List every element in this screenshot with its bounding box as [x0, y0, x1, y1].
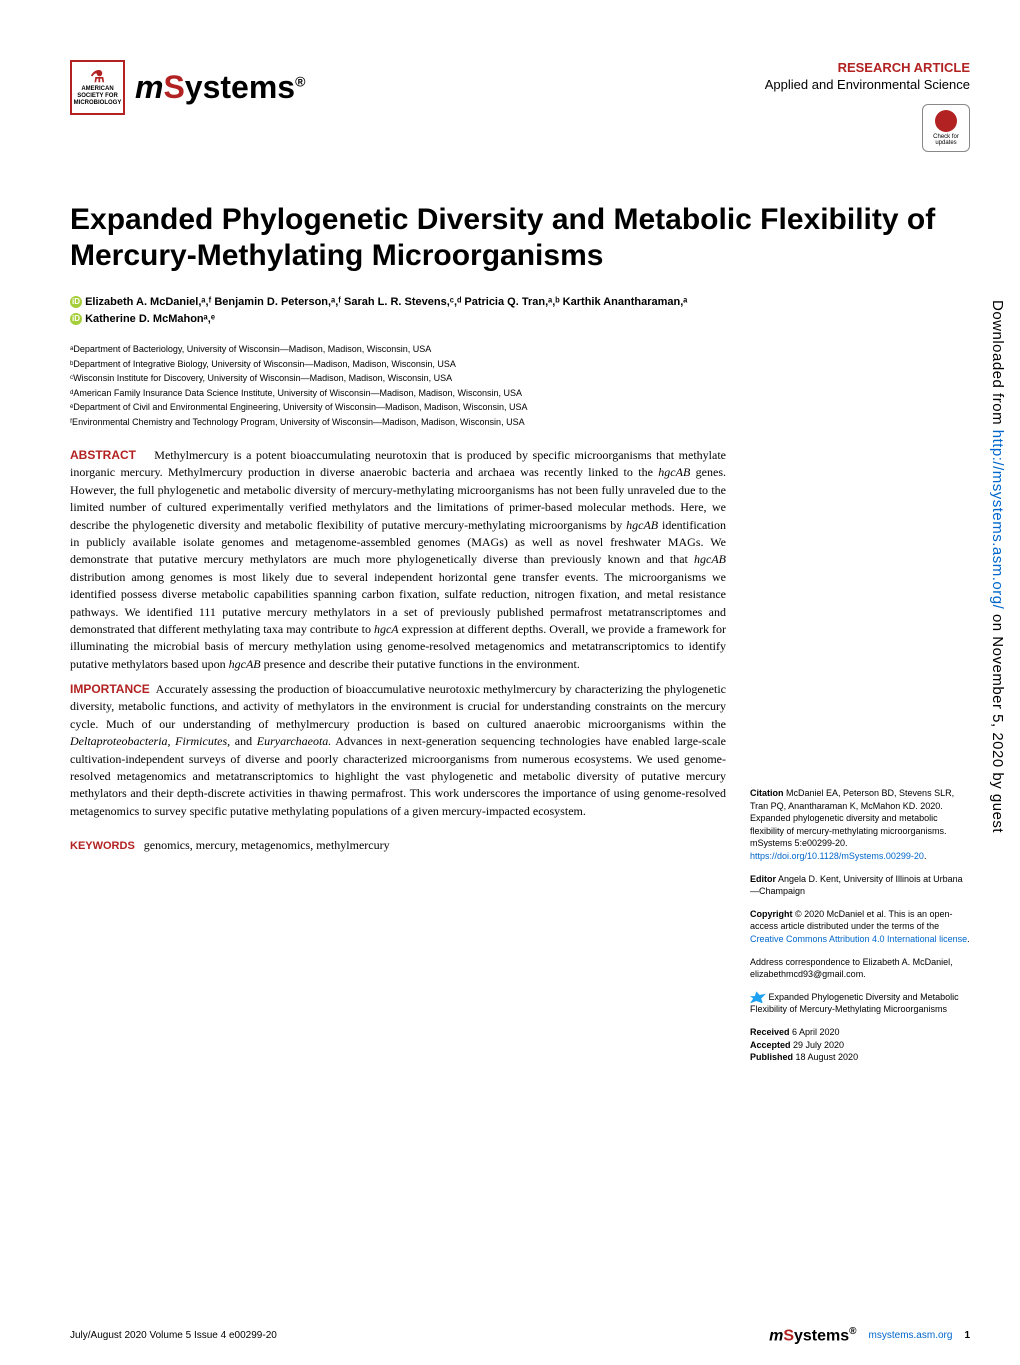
- flask-icon: ⚗: [90, 69, 104, 87]
- watermark-suffix: on November 5, 2020 by guest: [989, 609, 1006, 833]
- main-columns: ABSTRACT Methylmercury is a potent bioac…: [70, 447, 970, 1074]
- citation-doi-link[interactable]: https://doi.org/10.1128/mSystems.00299-2…: [750, 851, 924, 861]
- received-date: 6 April 2020: [790, 1027, 840, 1037]
- journal-logo: mSystems®: [135, 69, 305, 106]
- article-title: Expanded Phylogenetic Diversity and Meta…: [70, 202, 970, 274]
- importance-and: and: [235, 734, 257, 748]
- logo-block: ⚗ AMERICAN SOCIETY FOR MICROBIOLOGY mSys…: [70, 60, 305, 115]
- check-updates-badge[interactable]: Check for updates: [922, 104, 970, 152]
- footer: July/August 2020 Volume 5 Issue 4 e00299…: [70, 1326, 970, 1345]
- footer-logo: mSystems®: [769, 1326, 856, 1345]
- orcid-icon[interactable]: iD: [70, 313, 82, 325]
- abstract-label: ABSTRACT: [70, 448, 136, 462]
- check-updates-text: Check for updates: [923, 134, 969, 146]
- watermark-prefix: Downloaded from: [989, 300, 1006, 430]
- received-label: Received: [750, 1027, 790, 1037]
- copyright-block: Copyright © 2020 McDaniel et al. This is…: [750, 908, 970, 946]
- published-label: Published: [750, 1052, 793, 1062]
- affiliation-e: ᵉDepartment of Civil and Environmental E…: [70, 401, 970, 415]
- article-category: Applied and Environmental Science: [765, 77, 970, 92]
- taxa-2: Euryarchaeota.: [257, 734, 332, 748]
- editor-label: Editor: [750, 874, 776, 884]
- tweet-text: Expanded Phylogenetic Diversity and Meta…: [750, 992, 959, 1015]
- gene-hgcab-2: hgcAB: [626, 518, 658, 532]
- article-type: RESEARCH ARTICLE: [765, 60, 970, 75]
- accepted-label: Accepted: [750, 1040, 791, 1050]
- asm-text-3: MICROBIOLOGY: [74, 100, 122, 107]
- footer-right: mSystems® msystems.asm.org 1: [769, 1326, 970, 1345]
- importance-paragraph: IMPORTANCE Accurately assessing the prod…: [70, 681, 726, 820]
- abstract-text-a: Methylmercury is a potent bioaccumulatin…: [70, 448, 726, 479]
- footer-page: 1: [964, 1330, 970, 1341]
- accepted-date: 29 July 2020: [791, 1040, 845, 1050]
- dates-block: Received 6 April 2020 Accepted 29 July 2…: [750, 1026, 970, 1064]
- gene-hgcab-3: hgcAB: [694, 552, 726, 566]
- affiliation-a: ᵃDepartment of Bacteriology, University …: [70, 343, 970, 357]
- importance-text-a: Accurately assessing the production of b…: [70, 682, 726, 731]
- footer-issue: July/August 2020 Volume 5 Issue 4 e00299…: [70, 1330, 277, 1341]
- affiliation-d: ᵈAmerican Family Insurance Data Science …: [70, 387, 970, 401]
- abstract-paragraph: ABSTRACT Methylmercury is a potent bioac…: [70, 447, 726, 673]
- header: ⚗ AMERICAN SOCIETY FOR MICROBIOLOGY mSys…: [70, 60, 970, 152]
- orcid-icon[interactable]: iD: [70, 296, 82, 308]
- keywords: KEYWORDS genomics, mercury, metagenomics…: [70, 838, 726, 853]
- tweet-block: Expanded Phylogenetic Diversity and Meta…: [750, 991, 970, 1016]
- importance-label: IMPORTANCE: [70, 682, 150, 696]
- asm-text-1: AMERICAN: [81, 86, 113, 93]
- sidebar: Citation McDaniel EA, Peterson BD, Steve…: [750, 447, 970, 1074]
- published-date: 18 August 2020: [793, 1052, 858, 1062]
- left-column: ABSTRACT Methylmercury is a potent bioac…: [70, 447, 726, 1074]
- gene-hgcab-1: hgcAB: [658, 465, 690, 479]
- correspondence-block: Address correspondence to Elizabeth A. M…: [750, 956, 970, 981]
- citation-block: Citation McDaniel EA, Peterson BD, Steve…: [750, 787, 970, 863]
- copyright-label: Copyright: [750, 909, 793, 919]
- header-right: RESEARCH ARTICLE Applied and Environment…: [765, 60, 970, 152]
- affiliation-c: ᶜWisconsin Institute for Discovery, Univ…: [70, 372, 970, 386]
- authors-line-2: Katherine D. McMahonᵃ,ᵉ: [85, 313, 215, 325]
- keywords-label: KEYWORDS: [70, 840, 135, 852]
- cc-license-link[interactable]: Creative Commons Attribution 4.0 Interna…: [750, 934, 967, 944]
- asm-logo: ⚗ AMERICAN SOCIETY FOR MICROBIOLOGY: [70, 60, 125, 115]
- editor-text: Angela D. Kent, University of Illinois a…: [750, 874, 963, 897]
- twitter-icon[interactable]: [750, 991, 766, 1003]
- affiliation-f: ᶠEnvironmental Chemistry and Technology …: [70, 416, 970, 430]
- footer-url-link[interactable]: msystems.asm.org: [869, 1330, 953, 1341]
- asm-text-2: SOCIETY FOR: [77, 93, 118, 100]
- check-updates-icon: [935, 110, 957, 132]
- watermark-url-link[interactable]: http://msystems.asm.org/: [989, 430, 1006, 610]
- affiliation-b: ᵇDepartment of Integrative Biology, Univ…: [70, 358, 970, 372]
- authors-line-1: Elizabeth A. McDaniel,ᵃ,ᶠ Benjamin D. Pe…: [85, 296, 687, 308]
- citation-label: Citation: [750, 788, 784, 798]
- authors: iD Elizabeth A. McDaniel,ᵃ,ᶠ Benjamin D.…: [70, 294, 970, 327]
- editor-block: Editor Angela D. Kent, University of Ill…: [750, 873, 970, 898]
- gene-hgca: hgcA: [374, 622, 399, 636]
- affiliations: ᵃDepartment of Bacteriology, University …: [70, 343, 970, 429]
- gene-hgcab-5: hgcAB: [229, 657, 261, 671]
- download-watermark: Downloaded from http://msystems.asm.org/…: [989, 300, 1006, 833]
- keywords-text: genomics, mercury, metagenomics, methylm…: [144, 838, 390, 852]
- taxa-1: Deltaproteobacteria, Firmicutes,: [70, 734, 235, 748]
- abstract-text-f: presence and describe their putative fun…: [261, 657, 580, 671]
